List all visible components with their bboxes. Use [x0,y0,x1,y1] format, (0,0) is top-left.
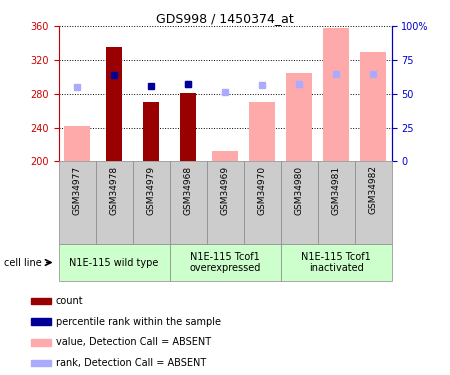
Bar [212,151,239,161]
Bar [143,102,159,161]
Bar [207,161,243,244]
Bar [31,339,51,346]
Bar [280,161,318,244]
Text: GSM34981: GSM34981 [332,165,341,214]
Bar [95,161,132,244]
Bar [58,244,170,281]
Bar [360,52,386,161]
Text: count: count [56,296,83,306]
Bar [170,161,207,244]
Bar [243,161,280,244]
Bar [106,47,122,161]
Text: value, Detection Call = ABSENT: value, Detection Call = ABSENT [56,338,211,347]
Title: GDS998 / 1450374_at: GDS998 / 1450374_at [156,12,294,25]
Bar [355,161,392,244]
Bar [180,93,196,161]
Bar [64,126,90,161]
Bar [280,244,392,281]
Text: cell line: cell line [4,258,42,267]
Text: GSM34980: GSM34980 [294,165,303,214]
Bar [249,102,275,161]
Text: rank, Detection Call = ABSENT: rank, Detection Call = ABSENT [56,358,206,368]
Text: GSM34969: GSM34969 [220,165,230,214]
Text: GSM34982: GSM34982 [369,165,378,214]
Text: N1E-115 Tcof1
inactivated: N1E-115 Tcof1 inactivated [301,252,371,273]
Bar [132,161,170,244]
Text: GSM34979: GSM34979 [147,165,156,214]
Text: percentile rank within the sample: percentile rank within the sample [56,317,220,327]
Text: GSM34977: GSM34977 [72,165,81,214]
Text: GSM34968: GSM34968 [184,165,193,214]
Text: N1E-115 Tcof1
overexpressed: N1E-115 Tcof1 overexpressed [189,252,261,273]
Bar [318,161,355,244]
Bar [31,318,51,325]
Text: N1E-115 wild type: N1E-115 wild type [69,258,159,267]
Bar [31,298,51,304]
Bar [31,360,51,366]
Bar [323,28,349,161]
Bar [58,161,95,244]
Bar [170,244,280,281]
Bar [286,74,312,161]
Text: GSM34978: GSM34978 [109,165,118,214]
Text: GSM34970: GSM34970 [257,165,266,214]
